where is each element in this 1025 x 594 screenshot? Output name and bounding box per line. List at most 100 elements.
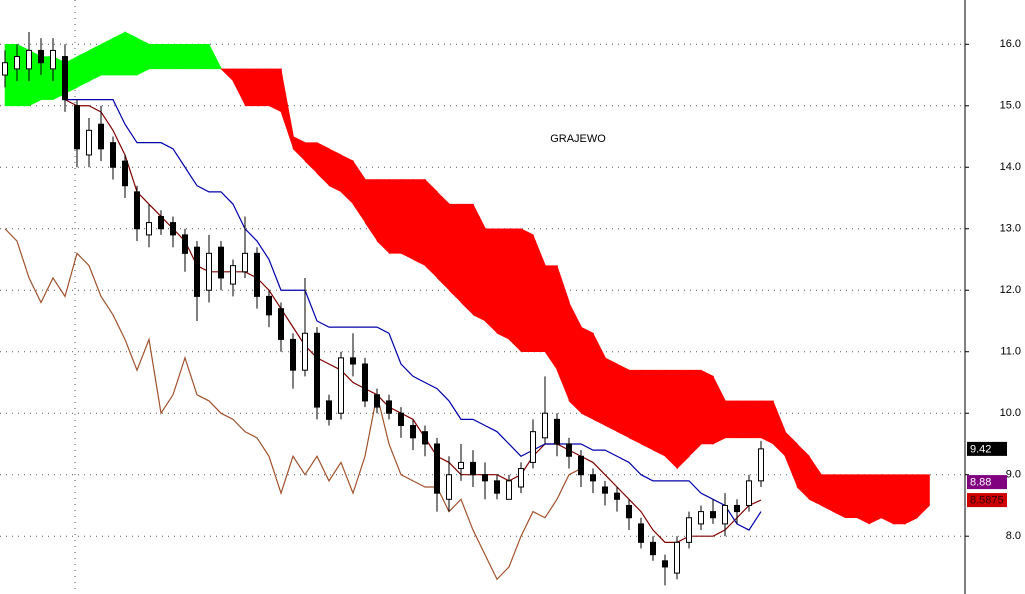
candle-body [14,56,20,70]
cloud-segment [676,369,690,470]
candle-body [338,357,344,414]
price-marker-label: 8.88 [970,476,991,488]
cloud-segment [868,474,882,525]
cloud-segment [436,191,450,291]
cloud-segment [124,31,138,76]
candle-body [398,412,404,427]
candle-body [494,480,500,494]
cloud-segment [760,400,774,445]
cloud-segment [856,474,870,525]
cloud-segment [76,49,90,88]
cloud-segment [376,179,390,255]
cloud-segment [580,326,594,420]
candle-body [290,338,296,371]
y-tick-label: 10.0 [1000,407,1021,419]
cloud-segment [604,357,618,433]
candle-body [350,357,356,365]
candle-body [182,234,188,254]
cloud-segment [724,400,738,439]
candle-body [86,129,92,156]
candle-body [170,222,176,236]
cloud-segment [148,43,162,70]
cloud-segment [412,179,426,267]
candle-body [626,504,632,519]
cloud-segment [784,430,798,488]
cloud-segment [844,474,858,519]
candle-body [206,252,212,291]
y-tick-label: 9.0 [1006,469,1021,481]
candle-body [134,191,140,230]
cloud-segment [508,228,522,353]
y-tick-label: 11.0 [1000,346,1021,358]
price-marker [967,493,1007,508]
cloud-segment [832,474,846,519]
cloud-segment [268,68,282,113]
candle-body [218,246,224,279]
candle-body [386,400,392,414]
candle-body [362,363,368,402]
candle-body [326,400,332,420]
candle-body [38,49,44,64]
candle-body [434,443,440,494]
cloud-segment [496,228,510,340]
cloud-segment [520,228,534,353]
candle-body [278,308,284,340]
candle-body [314,332,320,408]
cloud-segment [340,154,354,205]
cloud-segment [460,203,474,316]
cloud-segment [208,44,222,70]
cloud-segment [916,474,930,519]
candle-body [422,431,428,445]
cloud-segment [172,43,186,70]
y-tick-label: 14.0 [1000,161,1021,173]
cloud-segment [196,43,210,70]
candle-body [242,252,248,273]
cloud-segment [484,228,498,334]
cloud-segment [556,265,570,402]
candle-body [518,468,524,488]
cloud-segment [748,400,762,439]
candle-body [194,246,200,297]
candle-body [554,418,560,445]
cloud-segment [328,148,342,193]
y-tick-label: 13.0 [1000,223,1021,235]
candle-body [578,455,584,476]
price-marker [967,475,1007,490]
candle-body [638,523,644,543]
candle-body [302,332,308,371]
price-marker-label: 9.42 [970,443,991,455]
candle-body [62,56,68,101]
candle-body [698,511,704,525]
candle-body [74,105,80,150]
indicator-line [65,99,762,531]
candle-body [590,474,596,482]
cloud-segment [688,369,702,457]
cloud-segment [160,43,174,70]
cloud-segment [700,369,714,445]
cloud-segment [448,203,462,304]
candle-body [470,461,476,476]
candle-body [674,541,680,574]
candle-body [482,474,488,482]
price-marker-label: 8.5875 [970,494,1004,506]
candle-body [26,49,32,70]
candle-body [602,486,608,494]
candle-body [758,448,764,482]
candle-body [566,443,572,457]
cloud-segment [136,37,150,76]
candle-body [50,49,56,70]
cloud-segment [736,400,750,439]
y-tick-label: 8.0 [1006,530,1021,542]
candle-body [662,560,668,568]
candle-body [722,504,728,525]
candle-body [98,123,104,150]
y-tick-label: 16.0 [1000,38,1021,50]
cloud-segment [424,178,438,279]
cloud-segment [88,43,102,82]
cloud-segment [892,474,906,525]
candle-body [614,492,620,500]
cloud-segment [544,265,558,372]
candle-body [506,480,512,500]
candle-body [2,62,8,76]
